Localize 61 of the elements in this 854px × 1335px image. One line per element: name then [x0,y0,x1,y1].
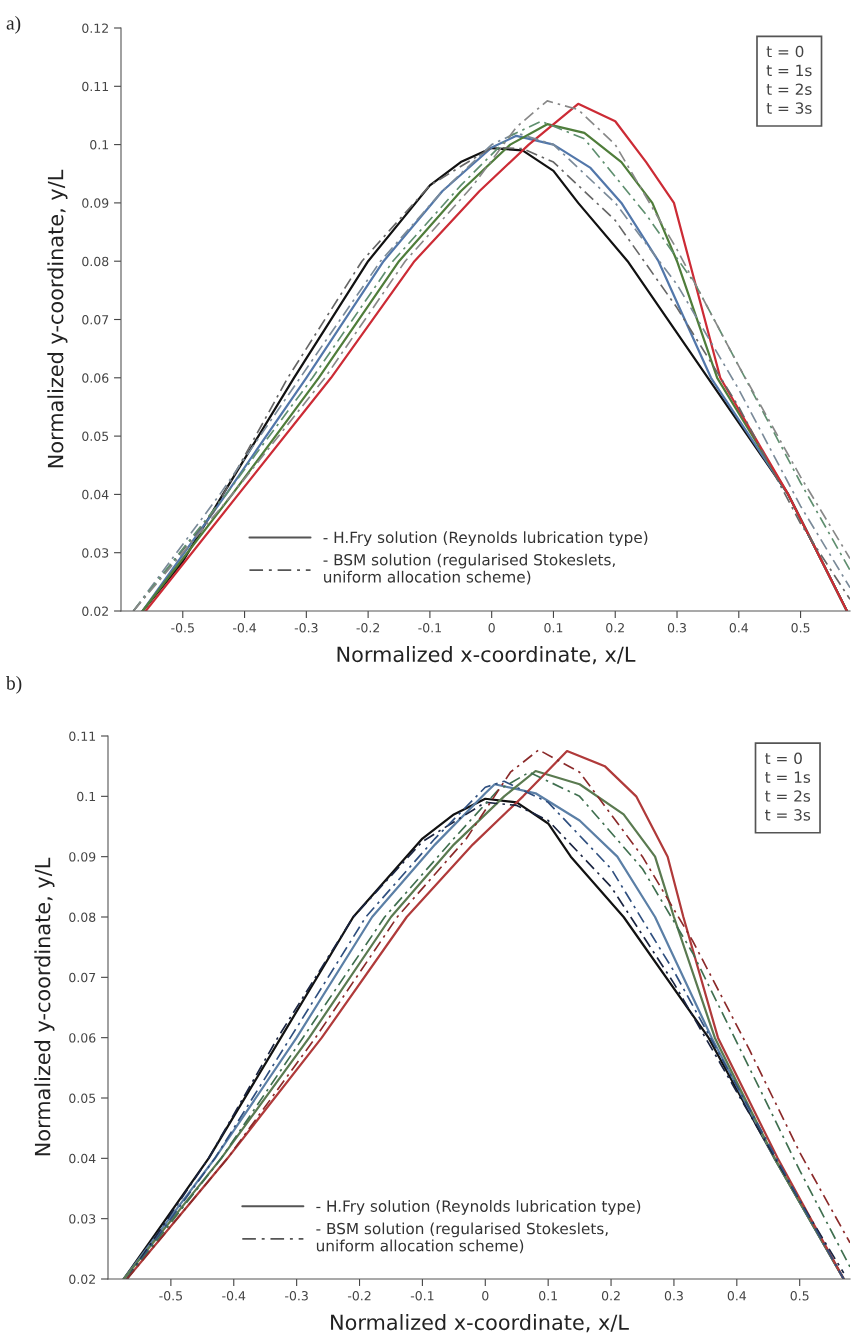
y-tick-label: 0.12 [82,23,108,33]
y-tick-label: 0.07 [69,972,96,983]
annotation: t = 2s [766,83,812,96]
annotation: - BSM solution (regularised Stokeslets, uniform allocation scheme) [316,1222,608,1254]
x-tick-label: 0 [488,623,495,633]
chart-title: a) [6,16,21,34]
x-tick-label: -0.3 [285,1291,308,1301]
x-tick-label: 0.1 [539,1291,557,1301]
y-tick-label: 0.05 [69,1093,96,1103]
x-tick-label: -0.2 [356,623,380,633]
y-tick-label: 0.03 [69,1214,96,1224]
x-tick-label: 0.3 [664,1291,683,1301]
y-tick-label: 0.09 [82,198,109,208]
y-tick-label: 0.06 [69,1033,96,1043]
annotation: - H.Fry solution (Reynolds lubrication type) [316,1200,641,1215]
annotation: t = 0 [766,45,804,58]
y-tick-label: 0.09 [69,852,96,862]
x-tick-label: 0.5 [791,623,810,633]
annotation: t = 1s [765,771,811,783]
x-tick-label: 0.4 [729,623,749,633]
y-axis-title: Normalized y-coordinate, y/L [34,857,55,1156]
x-tick-label: 0.1 [544,623,563,633]
chart-title: b) [6,676,22,694]
x-tick-label: 0.2 [601,1291,620,1301]
y-tick-label: 0.07 [82,314,109,325]
x-tick-label: -0.2 [347,1291,371,1301]
x-tick-label: -0.1 [410,1291,434,1301]
x-tick-label: -0.4 [232,623,257,633]
x-tick-label: 0 [482,1291,489,1301]
y-tick-label: 0.02 [82,606,108,616]
y-tick-label: 0.11 [82,81,109,92]
x-axis-title: Normalized x-coordinate, x/L [337,646,636,665]
y-tick-label: 0.1 [90,140,109,150]
y-tick-label: 0.06 [82,373,109,383]
y-tick-label: 0.1 [77,791,96,802]
x-tick-label: 0.4 [727,1291,747,1301]
y-tick-label: 0.11 [69,731,96,741]
annotation: t = 3s [766,102,812,114]
annotation: t = 2s [765,790,811,802]
y-tick-label: 0.08 [69,912,96,922]
x-tick-label: -0.1 [418,623,441,633]
y-tick-label: 0.03 [82,548,109,558]
y-tick-label: 0.04 [69,1153,96,1164]
x-tick-label: 0.2 [606,623,624,633]
x-tick-label: -0.5 [159,1291,182,1301]
x-tick-label: -0.5 [171,623,194,633]
annotation: t = 1s [766,64,812,77]
y-tick-label: 0.02 [69,1274,95,1284]
annotation: t = 0 [765,752,802,765]
y-tick-label: 0.08 [82,256,109,267]
annotation: - BSM solution (regularised Stokeslets, uniform allocation scheme) [323,553,615,585]
annotation: - H.Fry solution (Reynolds lubrication type) [323,531,648,547]
x-axis-title: Normalized x-coordinate, x/L [331,1314,629,1333]
x-tick-label: 0.5 [790,1291,809,1301]
x-tick-label: -0.3 [294,623,318,633]
y-tick-label: 0.05 [82,431,109,442]
x-tick-label: 0.3 [667,623,686,633]
y-axis-title: Normalized y-coordinate, y/L [47,169,68,468]
y-tick-label: 0.04 [82,489,109,500]
annotation: t = 3s [765,809,811,821]
x-tick-label: -0.4 [222,1291,246,1301]
